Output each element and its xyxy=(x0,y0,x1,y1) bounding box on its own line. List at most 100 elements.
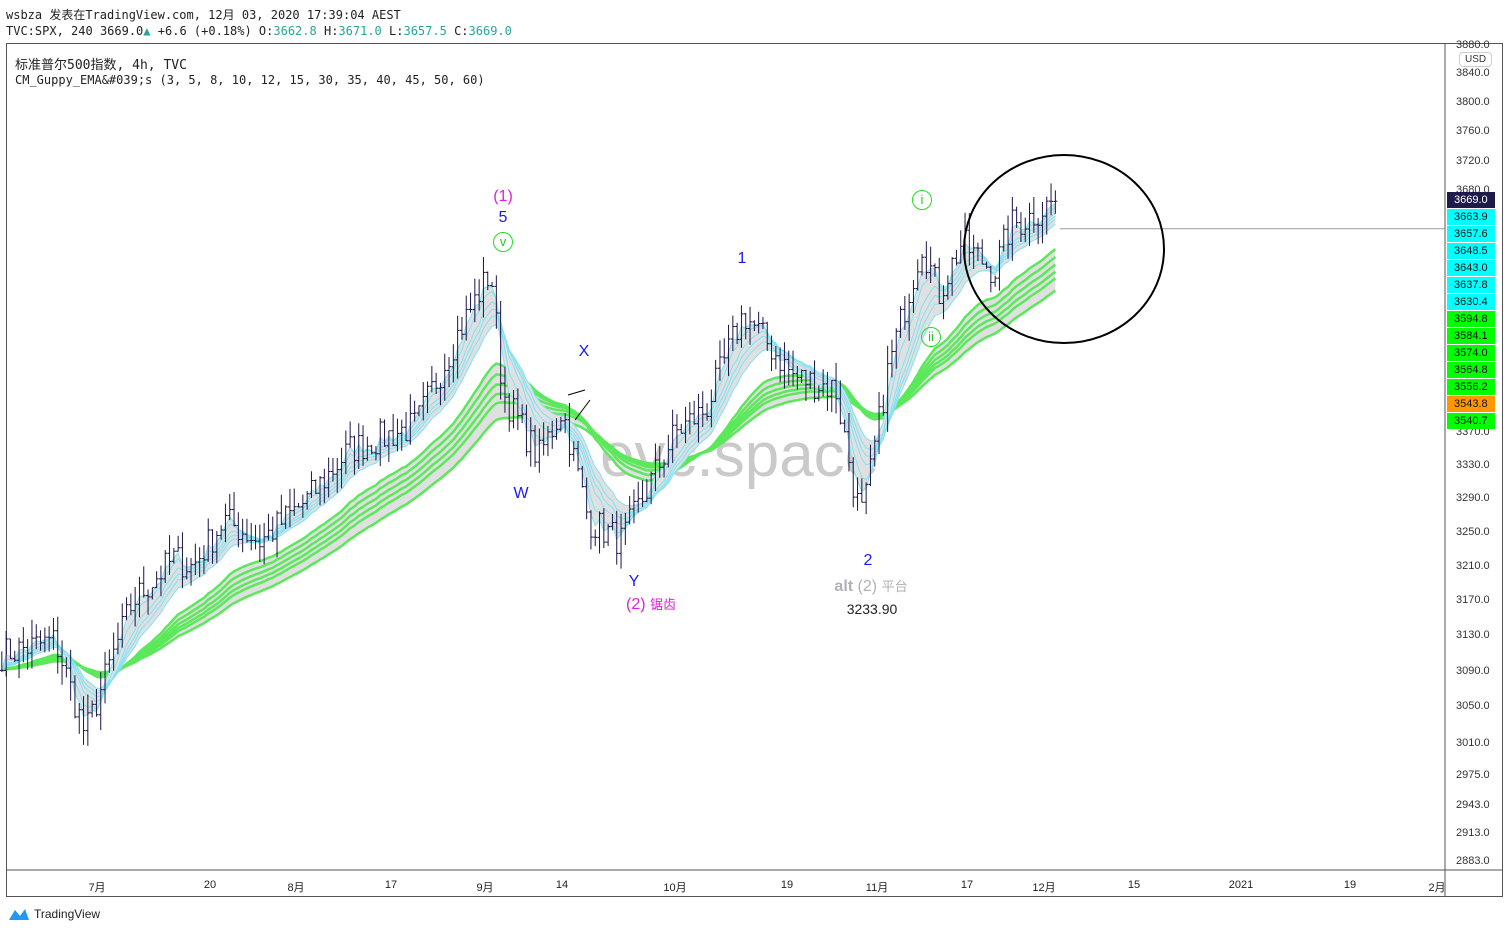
price-bar xyxy=(877,392,882,455)
price-bar xyxy=(782,342,787,389)
price-bar xyxy=(511,389,516,429)
price-bar xyxy=(945,275,950,300)
price-bar xyxy=(997,239,1002,291)
price-bar xyxy=(588,510,593,550)
price-bar xyxy=(1044,196,1049,235)
wave-label-1-major: (1) xyxy=(493,188,513,205)
indicator-legend[interactable]: CM_Guppy_EMA&#039;s (3, 5, 8, 10, 12, 15… xyxy=(15,73,485,87)
price-bar xyxy=(1040,201,1045,244)
price-bar xyxy=(580,465,585,488)
high-value: 3671.0 xyxy=(338,24,382,38)
price-bar xyxy=(34,624,39,650)
price-bar xyxy=(412,400,417,422)
price-tag: 3543.8 xyxy=(1447,396,1495,412)
price-bar xyxy=(429,366,434,393)
price-bar xyxy=(214,531,219,564)
price-bar xyxy=(103,651,108,704)
y-tick-label: 2913.0 xyxy=(1456,826,1490,839)
price-bar xyxy=(735,322,740,345)
price-bar xyxy=(223,503,228,543)
price-bar xyxy=(425,381,430,414)
wave-label-y: Y xyxy=(628,573,640,590)
price-bar xyxy=(713,359,718,403)
price-bar xyxy=(760,317,765,330)
price-bar xyxy=(898,306,903,338)
price-bar xyxy=(520,404,525,424)
price-bar xyxy=(550,420,555,449)
price-bar xyxy=(64,657,69,678)
tradingview-logo[interactable]: TradingView xyxy=(8,907,100,921)
trendline-drawing-2[interactable] xyxy=(574,399,591,421)
x-tick-label: 7月 xyxy=(88,882,106,894)
price-bar xyxy=(51,617,56,650)
brand-text: TradingView xyxy=(34,907,101,921)
price-bar xyxy=(649,471,654,505)
price-bar xyxy=(528,417,533,467)
price-bar xyxy=(889,339,894,378)
price-bar xyxy=(631,489,636,524)
price-bar xyxy=(653,443,658,492)
y-tick-label: 3050.0 xyxy=(1456,700,1490,713)
price-bar xyxy=(305,490,310,510)
publish-info: wsbza 发表在TradingView.com, 12月 03, 2020 1… xyxy=(6,8,401,22)
price-bar xyxy=(236,512,241,548)
wave-label-ii: ii xyxy=(921,327,941,347)
price-bar xyxy=(1031,196,1036,233)
price-bar xyxy=(244,518,249,543)
price-tag: 3574.0 xyxy=(1447,345,1495,361)
price-bar xyxy=(249,522,254,551)
price-bar xyxy=(369,444,374,455)
price-bar xyxy=(769,335,774,372)
price-bar xyxy=(455,315,460,379)
price-bar xyxy=(838,380,843,425)
price-bar xyxy=(68,649,73,701)
price-bar xyxy=(537,428,542,473)
price-bar xyxy=(395,418,400,452)
price-bar xyxy=(382,419,387,447)
chart-frame[interactable] xyxy=(6,43,1503,897)
x-tick-label: 19 xyxy=(1343,879,1357,891)
y-tick-label: 3840.0 xyxy=(1456,67,1490,80)
price-bar xyxy=(821,369,826,397)
x-tick-label: 17 xyxy=(960,879,974,891)
y-tick-label: 3800.0 xyxy=(1456,96,1490,109)
price-bar xyxy=(318,475,323,506)
x-tick-label: 9月 xyxy=(476,882,494,894)
trendline-drawing[interactable] xyxy=(567,389,586,396)
y-tick-label: 3010.0 xyxy=(1456,736,1490,749)
change: +6.6 (+0.18%) xyxy=(157,24,252,38)
circle-drawing[interactable] xyxy=(963,154,1165,344)
price-bar xyxy=(967,213,972,266)
price-bar xyxy=(1036,218,1041,245)
price-bar xyxy=(468,292,473,313)
price-bar xyxy=(623,512,628,545)
open-label: O: xyxy=(258,24,274,38)
price-bar xyxy=(567,402,572,467)
low-label: L: xyxy=(389,24,404,38)
currency-badge[interactable]: USD xyxy=(1459,52,1493,67)
price-bar xyxy=(958,230,963,264)
price-bar xyxy=(541,422,546,456)
price-bar xyxy=(657,446,662,478)
y-tick-label: 2975.0 xyxy=(1456,768,1490,781)
price-bar xyxy=(472,278,477,323)
price-bar xyxy=(700,391,705,428)
price-bar xyxy=(1027,202,1032,246)
x-tick-label: 2021 xyxy=(1228,879,1254,891)
price-bar xyxy=(554,418,559,440)
price-bar xyxy=(868,444,873,487)
price-bar xyxy=(920,254,925,276)
chart-title[interactable]: 标准普尔500指数, 4h, TVC xyxy=(15,58,187,73)
price-tag: 3657.6 xyxy=(1447,226,1495,242)
price-tag: 3564.8 xyxy=(1447,362,1495,378)
price-bar xyxy=(859,478,864,503)
price-bar xyxy=(94,689,99,717)
wave-label-2-major: (2) 锯齿 xyxy=(626,594,676,614)
x-tick-label: 10月 xyxy=(663,882,687,894)
price-tag: 3594.8 xyxy=(1447,311,1495,327)
price-bar xyxy=(816,385,821,402)
price-bar xyxy=(189,558,194,586)
price-bar xyxy=(300,494,305,518)
price-bar xyxy=(0,651,4,672)
